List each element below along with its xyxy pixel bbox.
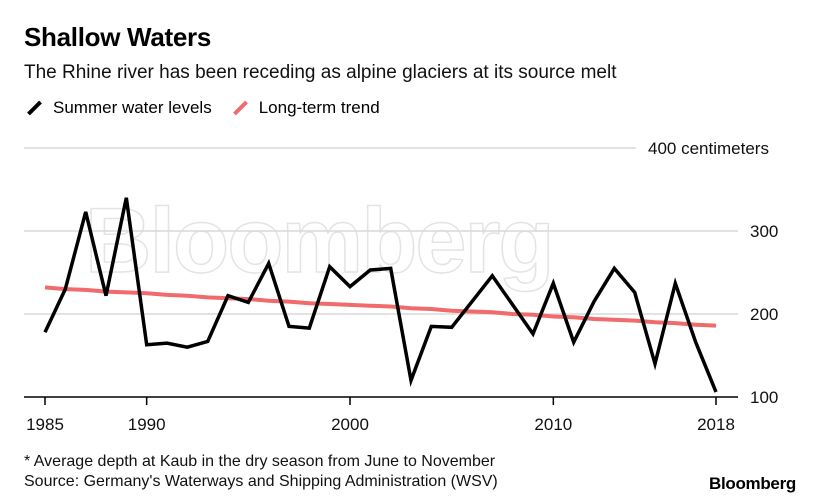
y-tick-label-300: 300 (750, 222, 778, 241)
x-tick-label-1990: 1990 (128, 415, 166, 434)
legend-label-trend: Long-term trend (258, 98, 380, 117)
series-layer (43, 197, 718, 393)
x-tick-label-2000: 2000 (331, 415, 369, 434)
x-tick-label-2018: 2018 (697, 415, 735, 434)
x-tick-label-2010: 2010 (534, 415, 572, 434)
x-axis (24, 396, 738, 405)
series-line-water-levels (43, 197, 718, 393)
bloomberg-logo: Bloomberg (708, 474, 796, 493)
chart-subtitle: The Rhine river has been receding as alp… (24, 62, 617, 83)
legend: Summer water levels Long-term trend (24, 98, 398, 118)
y-tick-label-100: 100 (750, 388, 778, 407)
legend-label-water-levels: Summer water levels (53, 98, 212, 117)
legend-item-water-levels: Summer water levels (24, 98, 212, 118)
footnote-source: Source: Germany's Waterways and Shipping… (24, 473, 498, 490)
y-tick-label-400: 400 centimeters (648, 139, 769, 158)
chart-title: Shallow Waters (24, 22, 211, 52)
footnote: * Average depth at Kaub in the dry seaso… (24, 452, 498, 492)
bloomberg-watermark: Bloomberg (85, 190, 553, 292)
legend-item-trend: Long-term trend (230, 98, 380, 118)
y-tick-label-200: 200 (750, 305, 778, 324)
series-line-trend (44, 285, 717, 328)
x-tick-label-1985: 1985 (26, 415, 64, 434)
footnote-note: * Average depth at Kaub in the dry seaso… (24, 453, 496, 470)
tick-labels: 100 200 300 400 centimeters 1985 1990 2000 2010… (26, 139, 778, 434)
